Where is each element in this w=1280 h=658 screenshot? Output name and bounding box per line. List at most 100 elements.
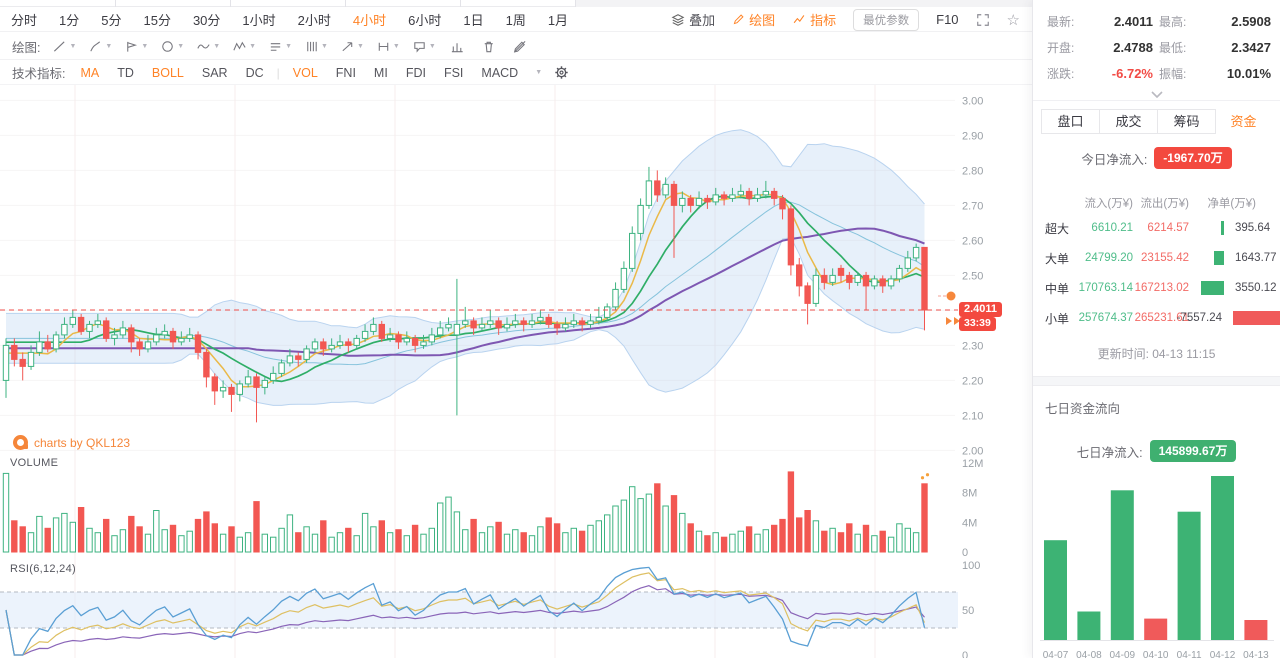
net-bar: [1233, 311, 1280, 325]
net-cell: 395.64: [1193, 220, 1274, 236]
update-time: 更新时间: 04-13 11:15: [1097, 347, 1216, 361]
indicator-vol[interactable]: VOL: [292, 65, 318, 80]
callout-tool[interactable]: ▼: [406, 39, 442, 54]
timeframe-1周[interactable]: 1周: [505, 13, 526, 28]
pattern-icon: [233, 41, 246, 50]
timeframe-4小时[interactable]: 4小时: [352, 13, 387, 28]
indicator-macd[interactable]: MACD: [481, 65, 519, 80]
indicator-toolbar-label: 技术指标:: [12, 67, 66, 81]
trend-line-tool[interactable]: ▼: [46, 39, 82, 54]
chevron-down-icon: ▼: [249, 42, 257, 50]
tab-资金[interactable]: 资金: [1230, 114, 1257, 129]
f10-button[interactable]: F10: [936, 12, 959, 27]
svg-text:4M: 4M: [962, 517, 977, 529]
net-value: 3550.12: [1235, 282, 1277, 294]
timeframe-1分[interactable]: 1分: [59, 13, 80, 28]
pitchfork-tool[interactable]: ▼: [82, 39, 118, 54]
section-divider: [1033, 376, 1280, 386]
rsi-band: [0, 592, 958, 628]
positions-icon: [451, 42, 463, 52]
tab-筹码[interactable]: 筹码: [1157, 109, 1216, 134]
tab-盘口[interactable]: 盘口: [1041, 109, 1100, 134]
range-tool[interactable]: ▼: [370, 39, 406, 54]
positions-tool[interactable]: [442, 39, 473, 54]
svg-text:2.20: 2.20: [962, 375, 983, 387]
timeframe-6小时[interactable]: 6小时: [408, 13, 442, 28]
indicator-sar[interactable]: SAR: [201, 65, 228, 80]
best-params-button[interactable]: 最优参数: [853, 8, 920, 31]
header-inflow: 流入(万¥): [1084, 198, 1133, 210]
timeframe-1月[interactable]: 1月: [547, 13, 569, 28]
inflow-value: 257674.37: [1078, 312, 1133, 324]
indicator-mi[interactable]: MI: [373, 65, 388, 80]
eraser-tool[interactable]: [504, 39, 535, 54]
outflow-value: 265231.61: [1134, 312, 1189, 324]
top-strip-gray: [575, 0, 1032, 7]
arrow-tool[interactable]: ▼: [334, 39, 370, 54]
table-row: 小单 257674.37 265231.61 -7557.24: [1033, 303, 1280, 333]
overlay-button[interactable]: 叠加: [671, 10, 715, 29]
net-cell: 1643.77: [1193, 250, 1277, 266]
scroll-to-latest-icon[interactable]: [946, 317, 952, 325]
tab-成交[interactable]: 成交: [1099, 109, 1158, 134]
indicator-button[interactable]: 指标: [792, 10, 836, 29]
draw-button[interactable]: 绘图: [732, 10, 775, 29]
parallel-lines-tool[interactable]: ▼: [262, 39, 298, 54]
svg-text:3.00: 3.00: [962, 95, 983, 107]
wave-tool[interactable]: ▼: [190, 39, 226, 54]
vertical-bars-tool[interactable]: ▼: [298, 39, 334, 54]
timeframe-2小时[interactable]: 2小时: [297, 13, 331, 28]
callout-icon: [414, 41, 425, 53]
svg-text:2.10: 2.10: [962, 410, 983, 422]
row-name: 中单: [1045, 281, 1070, 296]
scroll-to-latest-icon[interactable]: [954, 317, 960, 325]
chevron-down-icon[interactable]: ▼: [535, 69, 543, 76]
indicator-settings-gear[interactable]: [554, 65, 569, 80]
week-flow-title: 七日资金流向: [1045, 402, 1121, 416]
line-chart-icon: [793, 15, 805, 24]
pattern-tool[interactable]: ▼: [226, 39, 262, 54]
timeframe-1小时[interactable]: 1小时: [242, 13, 276, 28]
eraser-icon: [513, 40, 526, 53]
chevron-down-icon: ▼: [321, 42, 328, 50]
indicator-fsi[interactable]: FSI: [443, 65, 464, 80]
timeframe-5分[interactable]: 5分: [101, 13, 122, 28]
fullscreen-icon[interactable]: [976, 13, 990, 27]
table-header: 流入(万¥) 流出(万¥) 净单(万¥): [1033, 193, 1280, 213]
net-cell: 3550.12: [1193, 280, 1277, 296]
collapse-chevron[interactable]: [1033, 85, 1280, 98]
stat-value: -6.72%: [1111, 66, 1153, 81]
range-icon: [378, 42, 389, 51]
chevron-down-icon: [1150, 91, 1163, 98]
latest-marker-icon[interactable]: [946, 291, 956, 301]
flag-tool[interactable]: ▼: [118, 39, 154, 54]
timeframe-分时[interactable]: 分时: [11, 13, 38, 28]
main-chart[interactable]: 3.00 2.90 2.80 2.70 2.60 2.50 2.30 2.20 2.10 2.00…: [0, 85, 1032, 658]
svg-text:04-11: 04-11: [1177, 650, 1202, 658]
indicator-td[interactable]: TD: [117, 65, 134, 80]
chevron-down-icon: ▼: [392, 42, 400, 50]
svg-text:2.60: 2.60: [962, 235, 983, 247]
week-flow-badge: 145899.67万: [1149, 440, 1237, 462]
timeframe-15分[interactable]: 15分: [143, 13, 171, 28]
timeframe-30分[interactable]: 30分: [192, 13, 221, 28]
svg-text:04-07: 04-07: [1043, 650, 1069, 658]
timeframe-1日[interactable]: 1日: [463, 13, 484, 28]
week-bar-04-07: [1044, 540, 1067, 640]
indicator-boll[interactable]: BOLL: [151, 65, 184, 80]
svg-text:50: 50: [962, 605, 974, 617]
panel-divider: [1033, 100, 1280, 101]
indicator-label: 指标: [810, 13, 837, 28]
indicator-fdi[interactable]: FDI: [405, 65, 426, 80]
trash-tool[interactable]: [473, 39, 504, 54]
indicator-ma[interactable]: MA: [80, 65, 100, 80]
indicator-fni[interactable]: FNI: [335, 65, 356, 80]
favorite-star-icon[interactable]: ☆: [1006, 11, 1020, 29]
stat-value: 2.5908: [1231, 14, 1271, 29]
indicator-dc[interactable]: DC: [245, 65, 264, 80]
week-flow-chart: 04-07 04-08 04-09 04-10 04-11 04-12 04-13: [1040, 476, 1274, 658]
ellipse-tool[interactable]: ▼: [154, 39, 190, 54]
drawing-tool-list: ▼ ▼ ▼ ▼ ▼ ▼ ▼ ▼ ▼ ▼ ▼: [46, 39, 534, 54]
net-value: -7557.24: [1176, 312, 1222, 324]
net-value: 395.64: [1235, 222, 1271, 234]
